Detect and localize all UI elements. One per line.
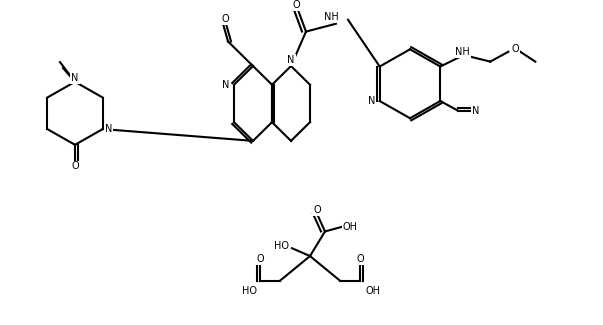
Text: N: N [71,73,78,83]
Text: N: N [472,106,479,116]
Text: NH: NH [324,12,338,22]
Text: O: O [356,254,364,264]
Text: O: O [511,44,519,54]
Text: OH: OH [343,222,358,231]
Text: N: N [223,80,230,90]
Text: O: O [313,205,321,215]
Text: O: O [292,0,300,10]
Text: N: N [105,124,112,134]
Text: O: O [221,14,229,24]
Text: HO: HO [274,241,289,251]
Text: O: O [256,254,264,264]
Text: N: N [287,55,295,65]
Text: O: O [71,162,79,172]
Text: OH: OH [365,286,380,295]
Text: HO: HO [242,286,257,295]
Text: NH: NH [455,47,470,57]
Text: N: N [368,96,376,106]
